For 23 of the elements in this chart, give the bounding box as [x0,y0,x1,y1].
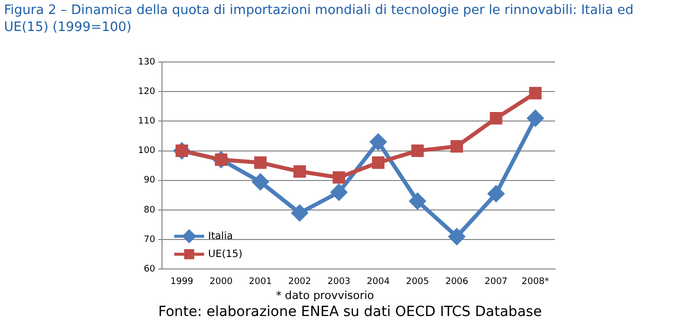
y-tick-label: 110 [138,116,156,127]
x-tick-label: 2000 [210,276,233,287]
x-tick-label: 2004 [366,276,390,287]
y-tick-label: 70 [144,234,156,245]
source-note: Fonte: elaborazione ENEA su dati OECD ITCS Database [157,304,543,320]
x-tick-label: 2005 [406,276,429,287]
text: * dato provvisorio [274,289,376,302]
y-tick-label: 90 [144,176,156,186]
legend-label: UE(15) [208,248,242,260]
y-tick-label: 130 [138,57,156,68]
y-tick-label: 120 [138,86,156,97]
x-tick-label: 2003 [327,276,350,287]
x-tick-label: 2002 [288,276,312,287]
x-tick-label: 2006 [445,276,469,287]
chart-title: Figura 2 – Dinamica della quota di importazioni mondiali di tecnologie per le rinnovabili: Italia ed UE(15) (1999=100) [4,2,635,36]
y-tick-label: 60 [144,264,156,275]
x-tick-label: 2007 [484,276,508,287]
x-tick-label: 1999 [170,276,194,287]
legend-label: Italia [208,230,233,242]
y-tick-label: 100 [138,146,156,156]
x-tick-label: 2001 [248,276,272,287]
y-tick-label: 80 [144,205,156,216]
x-tick-label: 2008* [522,276,550,287]
